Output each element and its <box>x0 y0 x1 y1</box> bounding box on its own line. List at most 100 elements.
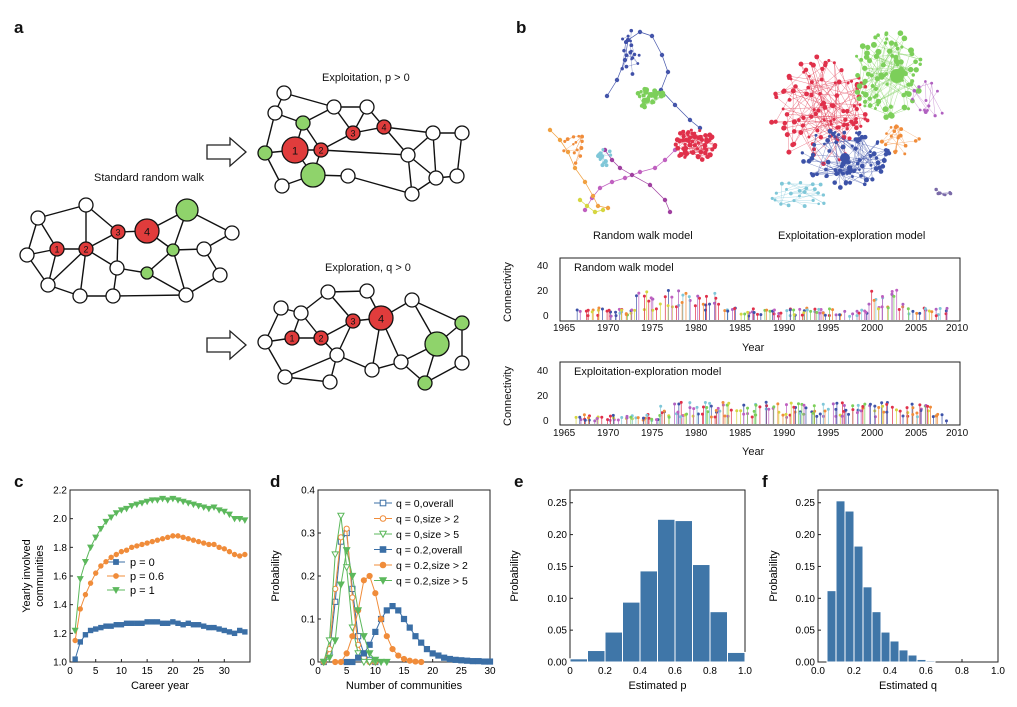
network-node <box>295 115 311 131</box>
data-point <box>241 517 249 524</box>
community-node <box>787 76 791 80</box>
tl-top-xtick: 1995 <box>817 323 840 334</box>
data-point <box>383 633 390 640</box>
community-node <box>809 92 814 98</box>
x-axis-label: Career year <box>131 680 189 692</box>
data-point <box>118 622 125 628</box>
community-node <box>809 80 814 85</box>
community-node <box>883 41 888 45</box>
community-node <box>640 102 647 109</box>
network-edge <box>112 294 187 297</box>
community-node <box>782 120 788 126</box>
x-tick-label: 0 <box>567 666 573 677</box>
community-node <box>680 138 685 143</box>
node-number: 1 <box>289 334 294 344</box>
community-edge <box>834 82 857 123</box>
tl-top-xtick: 1970 <box>597 323 620 334</box>
community-edge <box>859 44 897 99</box>
data-point <box>165 534 171 540</box>
community-node <box>620 67 624 71</box>
community-edge <box>866 53 881 76</box>
community-node <box>629 39 632 43</box>
histogram-bar <box>709 611 728 663</box>
community-node <box>704 138 710 144</box>
network-edge <box>320 149 409 156</box>
community-node <box>579 146 584 150</box>
community-node <box>629 172 635 178</box>
data-point <box>372 628 379 635</box>
community-node <box>887 112 894 119</box>
network-node <box>19 247 35 263</box>
community-node <box>842 122 847 127</box>
community-node <box>621 37 625 41</box>
community-node <box>803 67 809 72</box>
community-node <box>698 149 704 155</box>
exploration-label: Exploration, q > 0 <box>325 262 411 274</box>
community-node <box>843 117 848 122</box>
data-point <box>154 537 161 543</box>
data-point <box>343 658 350 666</box>
community-node <box>855 54 859 58</box>
community-node <box>873 53 880 60</box>
data-point <box>93 570 99 576</box>
data-point <box>360 577 367 584</box>
data-point <box>139 620 145 626</box>
network-node <box>49 241 65 257</box>
community-node <box>578 154 583 158</box>
panel-letter-c: c <box>14 472 24 491</box>
community-node <box>855 73 861 78</box>
panel-letter-e: e <box>514 472 524 491</box>
community-node <box>573 161 578 165</box>
community-edge <box>873 44 921 60</box>
histogram-bar <box>889 640 900 663</box>
community-node <box>781 125 787 131</box>
network-node <box>78 197 94 213</box>
community-edge <box>611 177 626 183</box>
community-node <box>894 41 898 46</box>
data-point <box>169 495 177 503</box>
data-point <box>412 658 419 665</box>
tl-top-xtick: 1965 <box>553 323 576 334</box>
data-point <box>379 515 387 522</box>
community-node <box>571 135 576 139</box>
community-edge <box>866 56 911 70</box>
data-point <box>216 626 222 632</box>
node-number: 4 <box>378 314 384 326</box>
community-node <box>839 68 844 73</box>
legend-label: q = 0.2,size > 2 <box>396 560 468 572</box>
data-point <box>206 624 212 631</box>
histogram-bar <box>862 586 873 663</box>
community-node <box>641 97 648 104</box>
histogram-bar <box>727 651 746 663</box>
community-node <box>628 50 633 55</box>
community-edge <box>810 63 831 131</box>
community-edge <box>679 133 681 156</box>
community-node <box>865 71 871 77</box>
community-edge <box>859 46 863 87</box>
data-point <box>165 620 171 626</box>
community-node <box>609 157 615 163</box>
data-point <box>98 624 104 631</box>
x-tick-label: 20 <box>427 666 439 677</box>
community-node <box>690 150 696 155</box>
community-edge <box>685 151 708 157</box>
tl-top-xtick: 1980 <box>685 323 708 334</box>
community-node <box>597 185 603 191</box>
community-node <box>909 51 915 57</box>
data-point <box>113 573 119 579</box>
network-node <box>267 105 283 121</box>
data-point <box>429 650 436 657</box>
legend-label: q = 0,size > 2 <box>396 514 459 526</box>
community-edge <box>886 33 921 60</box>
data-point <box>129 620 135 626</box>
histogram-bar <box>639 570 658 663</box>
community-node <box>907 66 914 73</box>
network-edge <box>79 248 87 297</box>
community-node <box>791 129 797 134</box>
network-node <box>281 136 309 164</box>
data-point <box>211 541 217 548</box>
community-node <box>918 57 923 62</box>
community-node <box>582 207 588 213</box>
community-node <box>647 182 653 188</box>
data-point <box>379 546 387 553</box>
